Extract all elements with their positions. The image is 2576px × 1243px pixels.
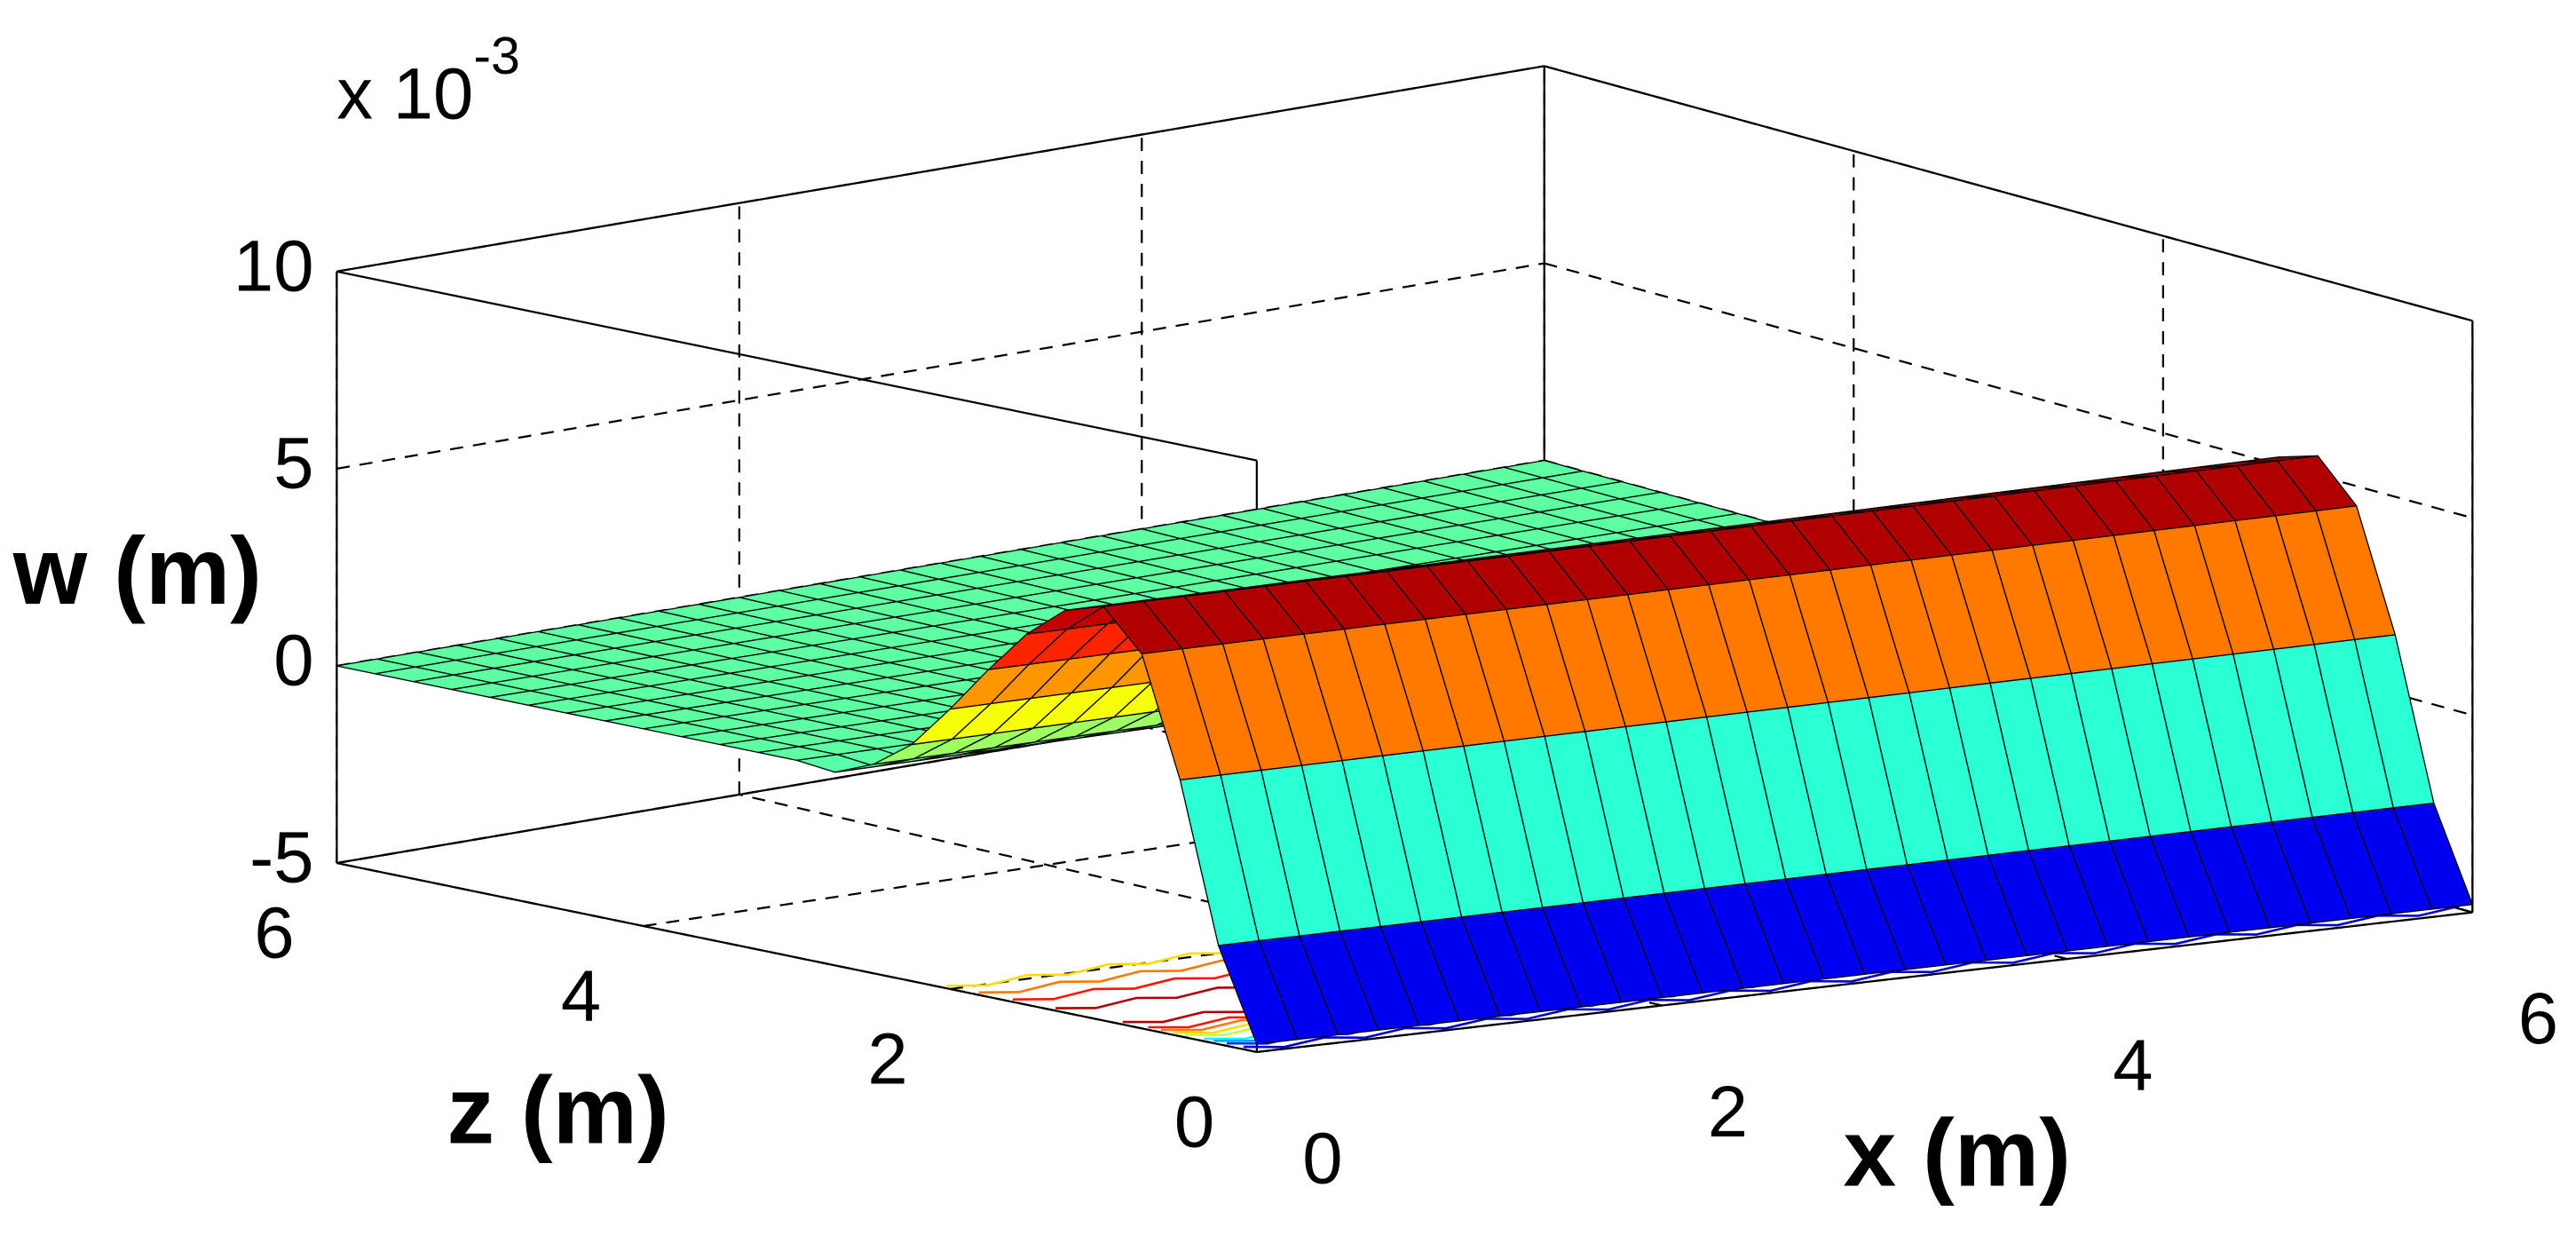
w-tick-label: 5 <box>273 423 313 503</box>
w-tick-label: -5 <box>249 818 313 899</box>
box-edge <box>336 270 1258 462</box>
w-multiplier-base: x 10 <box>336 53 473 134</box>
x-tick-label: 4 <box>2113 1025 2153 1105</box>
box-edge <box>336 65 1545 273</box>
x-tick-label: 0 <box>1302 1118 1342 1199</box>
back-grid-line <box>336 262 1545 470</box>
w-tick-label: 10 <box>233 226 314 306</box>
z-tick-label: 4 <box>561 956 601 1037</box>
z-tick-label: 2 <box>867 1019 907 1100</box>
w-multiplier: x 10-3 <box>336 26 520 134</box>
w-multiplier-exponent: -3 <box>473 26 520 85</box>
floor-grid-line <box>739 793 1663 1007</box>
box-edge <box>1256 911 2473 1054</box>
w-axis-label: w (m) <box>12 518 262 624</box>
z-axis-label: z (m) <box>446 1057 668 1163</box>
z-tick-label: 6 <box>254 893 294 974</box>
contour-line <box>1243 905 2460 1049</box>
box-edge <box>336 861 1258 1053</box>
w-tick-label: 0 <box>273 620 313 701</box>
x-axis-label: x (m) <box>1844 1099 2071 1206</box>
x-tick-label: 6 <box>2518 978 2558 1059</box>
box-edge <box>1544 65 2473 322</box>
z-tick-label: 0 <box>1174 1082 1214 1163</box>
surface-facet <box>1218 939 1299 1045</box>
x-tick-label: 2 <box>1708 1072 1748 1152</box>
